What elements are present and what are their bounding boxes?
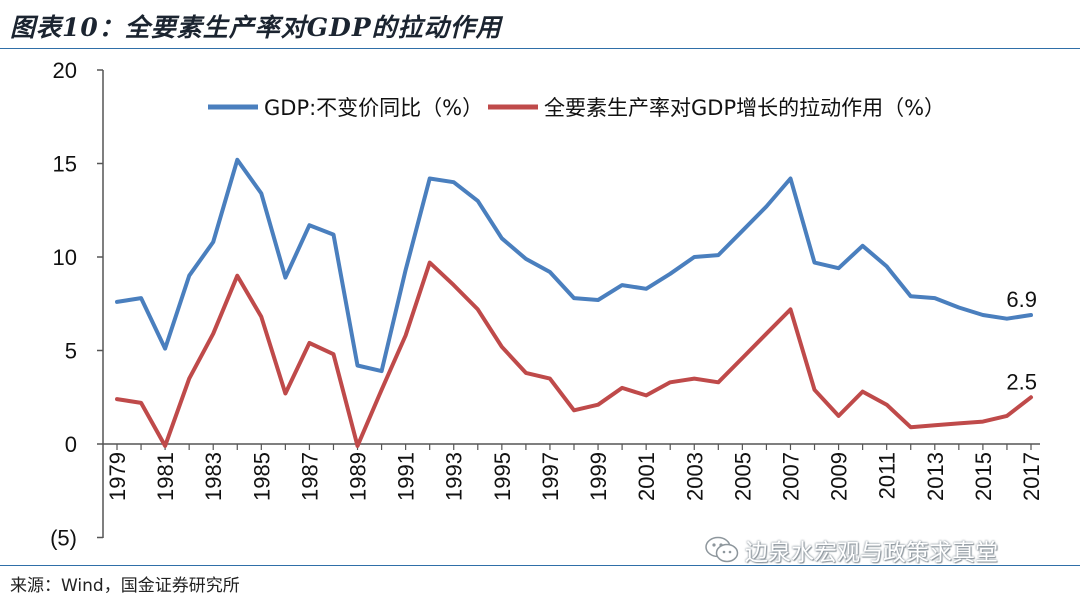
series-line-2 [115,260,1033,448]
y-tick-label: (5) [50,526,77,551]
x-tick-label: 2003 [682,452,707,501]
x-tick-label: 2017 [1019,452,1044,501]
series-line-1 [115,157,1033,374]
watermark-text: 边泉水宏观与政策求真堂 [745,540,998,566]
footer-divider [0,565,1080,566]
legend-label-1: GDP:不变价同比（%） [264,96,483,120]
y-tick-label: 20 [53,58,77,83]
x-tick-label: 1993 [442,452,467,501]
x-tick-label: 1999 [586,452,611,501]
series-end-label-1: 6.9 [1006,287,1037,312]
y-tick-label: 0 [65,432,77,457]
x-tick-label: 1995 [490,452,515,501]
x-tick-label: 1989 [346,452,371,501]
x-tick-label: 2011 [875,452,900,499]
x-tick-label: 1997 [538,452,563,501]
x-tick-label: 2001 [634,452,659,501]
x-tick-label: 2005 [730,452,755,501]
axes: (5) 0 5 10 15 20 1979 1981 1983 1985 1987 1989 1991 1… [50,58,1044,551]
y-tick-label: 10 [53,245,77,270]
line-chart: (5) 0 5 10 15 20 1979 1981 1983 1985 1987 1989 1991 1… [50,58,1044,551]
x-tick-label: 1985 [249,452,274,501]
chart-title: 图表10：全要素生产率对GDP的拉动作用 [10,13,502,42]
x-tick-label: 2015 [971,452,996,501]
x-tick-label: 2013 [923,452,948,501]
x-tick-label: 1991 [394,452,419,501]
y-tick-label: 15 [53,152,77,177]
legend: GDP:不变价同比（%） 全要素生产率对GDP增长的拉动作用（%） [208,96,945,120]
y-tick-label: 5 [65,339,77,364]
title-divider [0,48,1080,49]
x-tick-label: 1981 [153,452,178,501]
x-tick-label: 1983 [201,452,226,501]
series-end-label-2: 2.5 [1006,369,1037,394]
watermark: 边泉水宏观与政策求真堂 [705,533,998,567]
wechat-icon [705,536,739,563]
x-tick-label: 1987 [297,452,322,501]
x-tick-label: 2009 [827,452,852,501]
legend-label-2: 全要素生产率对GDP增长的拉动作用（%） [544,96,945,120]
source-note: 来源：Wind，国金证券研究所 [10,576,240,596]
x-tick-label: 1979 [105,452,130,501]
series-layer: 6.9 2.5 [115,157,1037,448]
x-tick-label: 2007 [778,452,803,501]
